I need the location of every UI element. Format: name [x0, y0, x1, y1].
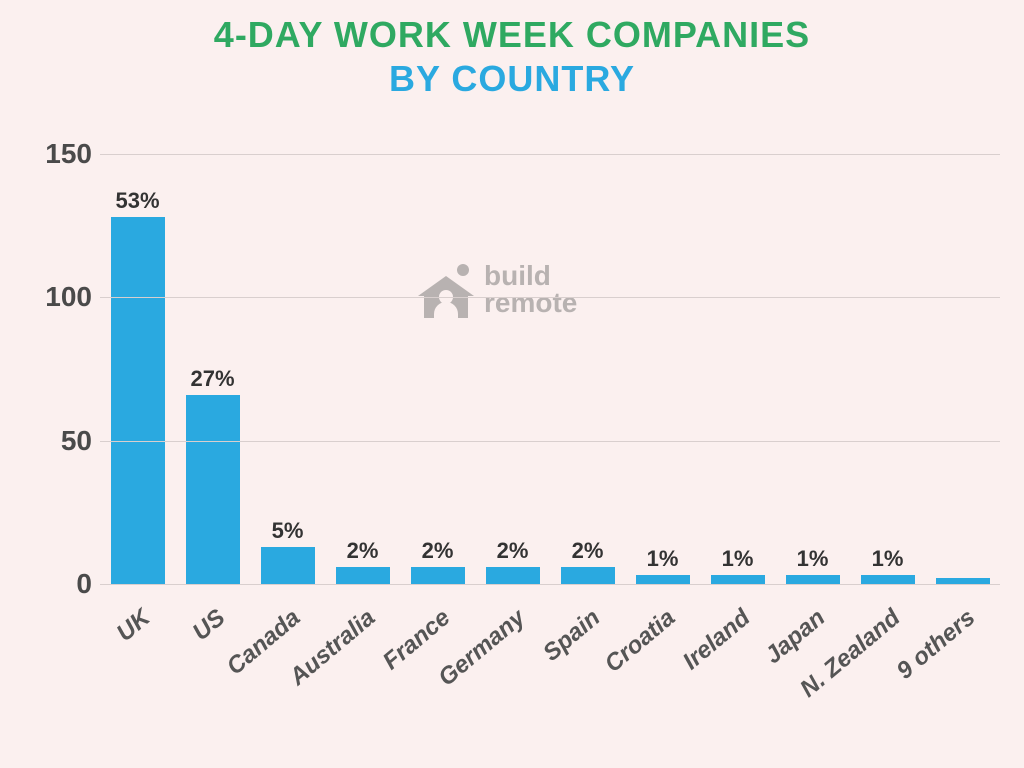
- bar: [336, 567, 390, 584]
- bar-value-label: 53%: [115, 188, 159, 214]
- x-label-slot: 9 others: [925, 592, 1000, 742]
- bar: [636, 575, 690, 584]
- grid-line: [100, 441, 1000, 442]
- x-axis-label: UK: [111, 604, 156, 648]
- grid-line: [100, 584, 1000, 585]
- bar-slot: 1%: [850, 154, 925, 584]
- y-tick-label: 0: [22, 568, 92, 600]
- bar-slot: 2%: [550, 154, 625, 584]
- bar-value-label: 2%: [347, 538, 379, 564]
- bar-chart: 53%27%5%2%2%2%2%1%1%1%1% UKUSCanadaAustr…: [20, 154, 1004, 744]
- x-label-slot: Ireland: [700, 592, 775, 742]
- y-tick-label: 100: [22, 281, 92, 313]
- y-tick-label: 50: [22, 425, 92, 457]
- bar: [786, 575, 840, 584]
- bar: [261, 547, 315, 584]
- x-axis-labels: UKUSCanadaAustraliaFranceGermanySpainCro…: [100, 592, 1000, 742]
- bar-slot: 2%: [475, 154, 550, 584]
- bar-value-label: 27%: [190, 366, 234, 392]
- bar: [186, 395, 240, 584]
- title-block: 4-DAY WORK WEEK COMPANIES BY COUNTRY: [0, 14, 1024, 100]
- bar-value-label: 1%: [647, 546, 679, 572]
- bar: [561, 567, 615, 584]
- bar-value-label: 1%: [722, 546, 754, 572]
- bar-value-label: 1%: [797, 546, 829, 572]
- bar: [411, 567, 465, 584]
- bar-slot: 1%: [625, 154, 700, 584]
- bar: [486, 567, 540, 584]
- infographic-page: 4-DAY WORK WEEK COMPANIES BY COUNTRY bui…: [0, 0, 1024, 768]
- plot-area: 53% 27% 5% 2% 2% 2% 2% 1% 1% 1% 1%: [100, 154, 1000, 584]
- bar-slot: 1%: [775, 154, 850, 584]
- bar-slot: 2%: [400, 154, 475, 584]
- bar-slot: 2%: [325, 154, 400, 584]
- y-tick-label: 150: [22, 138, 92, 170]
- bar-value-label: 2%: [422, 538, 454, 564]
- grid-line: [100, 297, 1000, 298]
- bar-slot: 5%: [250, 154, 325, 584]
- bar-value-label: 1%: [872, 546, 904, 572]
- title-sub: BY COUNTRY: [0, 58, 1024, 100]
- bar-value-label: 2%: [572, 538, 604, 564]
- x-axis-label: US: [187, 604, 231, 647]
- x-label-slot: UK: [100, 592, 175, 742]
- bar: [111, 217, 165, 584]
- bar-slot: 1%: [700, 154, 775, 584]
- title-main: 4-DAY WORK WEEK COMPANIES: [0, 14, 1024, 56]
- bar-slot: 53%: [100, 154, 175, 584]
- grid-line: [100, 154, 1000, 155]
- bar: [711, 575, 765, 584]
- bar-slot: 27%: [175, 154, 250, 584]
- bar-value-label: 5%: [272, 518, 304, 544]
- bars-container: 53% 27% 5% 2% 2% 2% 2% 1% 1% 1% 1%: [100, 154, 1000, 584]
- bar: [861, 575, 915, 584]
- x-label-slot: Germany: [475, 592, 550, 742]
- bar-value-label: 2%: [497, 538, 529, 564]
- bar-slot: [925, 154, 1000, 584]
